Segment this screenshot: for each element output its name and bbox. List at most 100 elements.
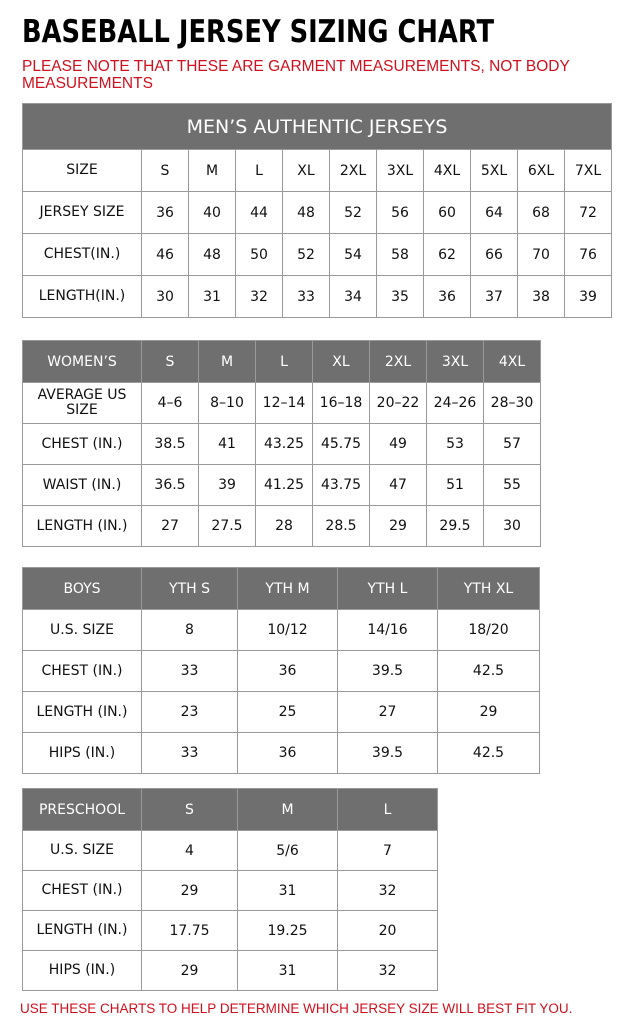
table-cell: 60 [423, 191, 471, 234]
table-cell: 19.25 [237, 910, 338, 951]
garment-note: PLEASE NOTE THAT THESE ARE GARMENT MEASU… [22, 58, 570, 92]
table-header-row: WOMEN’S S M L XL 2XL 3XL 4XL [22, 340, 541, 383]
table-row: CHEST (IN.) 38.5 41 43.25 45.75 49 53 57 [22, 423, 541, 465]
footer-note: USE THESE CHARTS TO HELP DETERMINE WHICH… [20, 1001, 573, 1016]
table-cell: 36.5 [141, 464, 199, 506]
table-cell: 56 [376, 191, 424, 234]
table-cell: 29 [437, 691, 540, 733]
table-cell: 10/12 [237, 609, 338, 651]
table-row: CHEST (IN.) 33 36 39.5 42.5 [22, 650, 540, 692]
table-cell: 12–14 [255, 382, 313, 424]
table-cell: 36 [141, 191, 189, 234]
table-cell: 39 [198, 464, 256, 506]
table-cell: 28 [255, 505, 313, 547]
table-cell: L [235, 149, 283, 192]
table-cell: 32 [337, 950, 438, 991]
table-cell: 66 [470, 233, 518, 276]
row-label: CHEST (IN.) [22, 423, 142, 465]
table-cell: 45.75 [312, 423, 370, 465]
column-header: L [255, 340, 313, 383]
table-cell: 38 [517, 275, 565, 318]
table-cell: 52 [282, 233, 330, 276]
row-label: HIPS (IN.) [22, 732, 142, 774]
table-row: SIZE S M L XL 2XL 3XL 4XL 5XL 6XL 7XL [22, 149, 613, 192]
table-cell: 72 [563, 191, 613, 234]
table-cell: 68 [517, 191, 565, 234]
column-header: YTH M [237, 567, 338, 610]
table-cell: 46 [141, 233, 189, 276]
table-cell: 6XL [517, 149, 565, 192]
table-cell: 41.25 [255, 464, 313, 506]
table-cell: 47 [369, 464, 427, 506]
table-cell: 36 [237, 732, 338, 774]
table-cell: 29 [141, 870, 238, 911]
table-cell: M [188, 149, 236, 192]
column-header: YTH L [337, 567, 438, 610]
table-cell: 43.75 [312, 464, 370, 506]
row-label: CHEST(IN.) [22, 233, 142, 276]
table-cell: 7 [337, 830, 438, 871]
table-cell: 58 [376, 233, 424, 276]
table-cell: 4XL [423, 149, 471, 192]
table-cell: 25 [237, 691, 338, 733]
table-cell: 39.5 [337, 732, 438, 774]
table-cell: 76 [563, 233, 613, 276]
row-label: AVERAGE US SIZE [22, 382, 142, 424]
table-cell: 20 [337, 910, 438, 951]
table-cell: 36 [423, 275, 471, 318]
table-cell: 43.25 [255, 423, 313, 465]
table-cell: 33 [141, 650, 238, 692]
table-cell: 42.5 [437, 732, 540, 774]
table-cell: 42.5 [437, 650, 540, 692]
table-cell: 29 [369, 505, 427, 547]
table-cell: 5/6 [237, 830, 338, 871]
row-label: JERSEY SIZE [22, 191, 142, 234]
table-cell: S [141, 149, 189, 192]
table-cell: 3XL [376, 149, 424, 192]
table-cell: 38.5 [141, 423, 199, 465]
table-cell: 31 [237, 950, 338, 991]
table-cell: 39 [563, 275, 613, 318]
table-row: LENGTH (IN.) 23 25 27 29 [22, 691, 540, 733]
table-row: U.S. SIZE 4 5/6 7 [22, 830, 438, 871]
table-row: LENGTH (IN.) 27 27.5 28 28.5 29 29.5 30 [22, 505, 541, 547]
table-cell: 48 [188, 233, 236, 276]
table-row: JERSEY SIZE 36 40 44 48 52 56 60 64 68 72 [22, 191, 613, 234]
table-cell: 55 [483, 464, 541, 506]
table-cell: 35 [376, 275, 424, 318]
column-header: L [337, 788, 438, 831]
row-label: HIPS (IN.) [22, 950, 142, 991]
table-cell: 28–30 [483, 382, 541, 424]
table-cell: 8 [141, 609, 238, 651]
table-cell: 40 [188, 191, 236, 234]
row-label: SIZE [22, 149, 142, 192]
table-row: CHEST(IN.) 46 48 50 52 54 58 62 66 70 76 [22, 233, 613, 276]
table-cell: 5XL [470, 149, 518, 192]
table-cell: 36 [237, 650, 338, 692]
mens-table-caption: MEN’S AUTHENTIC JERSEYS [21, 103, 613, 150]
table-cell: XL [282, 149, 330, 192]
column-header: XL [312, 340, 370, 383]
table-header-row: BOYS YTH S YTH M YTH L YTH XL [22, 567, 540, 610]
table-cell: 39.5 [337, 650, 438, 692]
table-cell: 51 [426, 464, 484, 506]
table-cell: 70 [517, 233, 565, 276]
table-cell: 4 [141, 830, 238, 871]
column-header: S [141, 788, 238, 831]
table-cell: 37 [470, 275, 518, 318]
row-label: WAIST (IN.) [22, 464, 142, 506]
mens-authentic-table: MEN’S AUTHENTIC JERSEYS SIZE S M L XL 2XL 3XL 4… [21, 103, 613, 318]
row-label: CHEST (IN.) [22, 650, 142, 692]
table-row: HIPS (IN.) 29 31 32 [22, 950, 438, 991]
table-cell: 27 [141, 505, 199, 547]
table-row: HIPS (IN.) 33 36 39.5 42.5 [22, 732, 540, 774]
table-cell: 49 [369, 423, 427, 465]
table-row: AVERAGE US SIZE 4–6 8–10 12–14 16–18 20–22 24–… [22, 382, 541, 424]
table-cell: 14/16 [337, 609, 438, 651]
column-header: 4XL [483, 340, 541, 383]
table-cell: 2XL [329, 149, 377, 192]
column-header: BOYS [22, 567, 142, 610]
table-cell: 34 [329, 275, 377, 318]
row-label: LENGTH(IN.) [22, 275, 142, 318]
table-cell: 29.5 [426, 505, 484, 547]
